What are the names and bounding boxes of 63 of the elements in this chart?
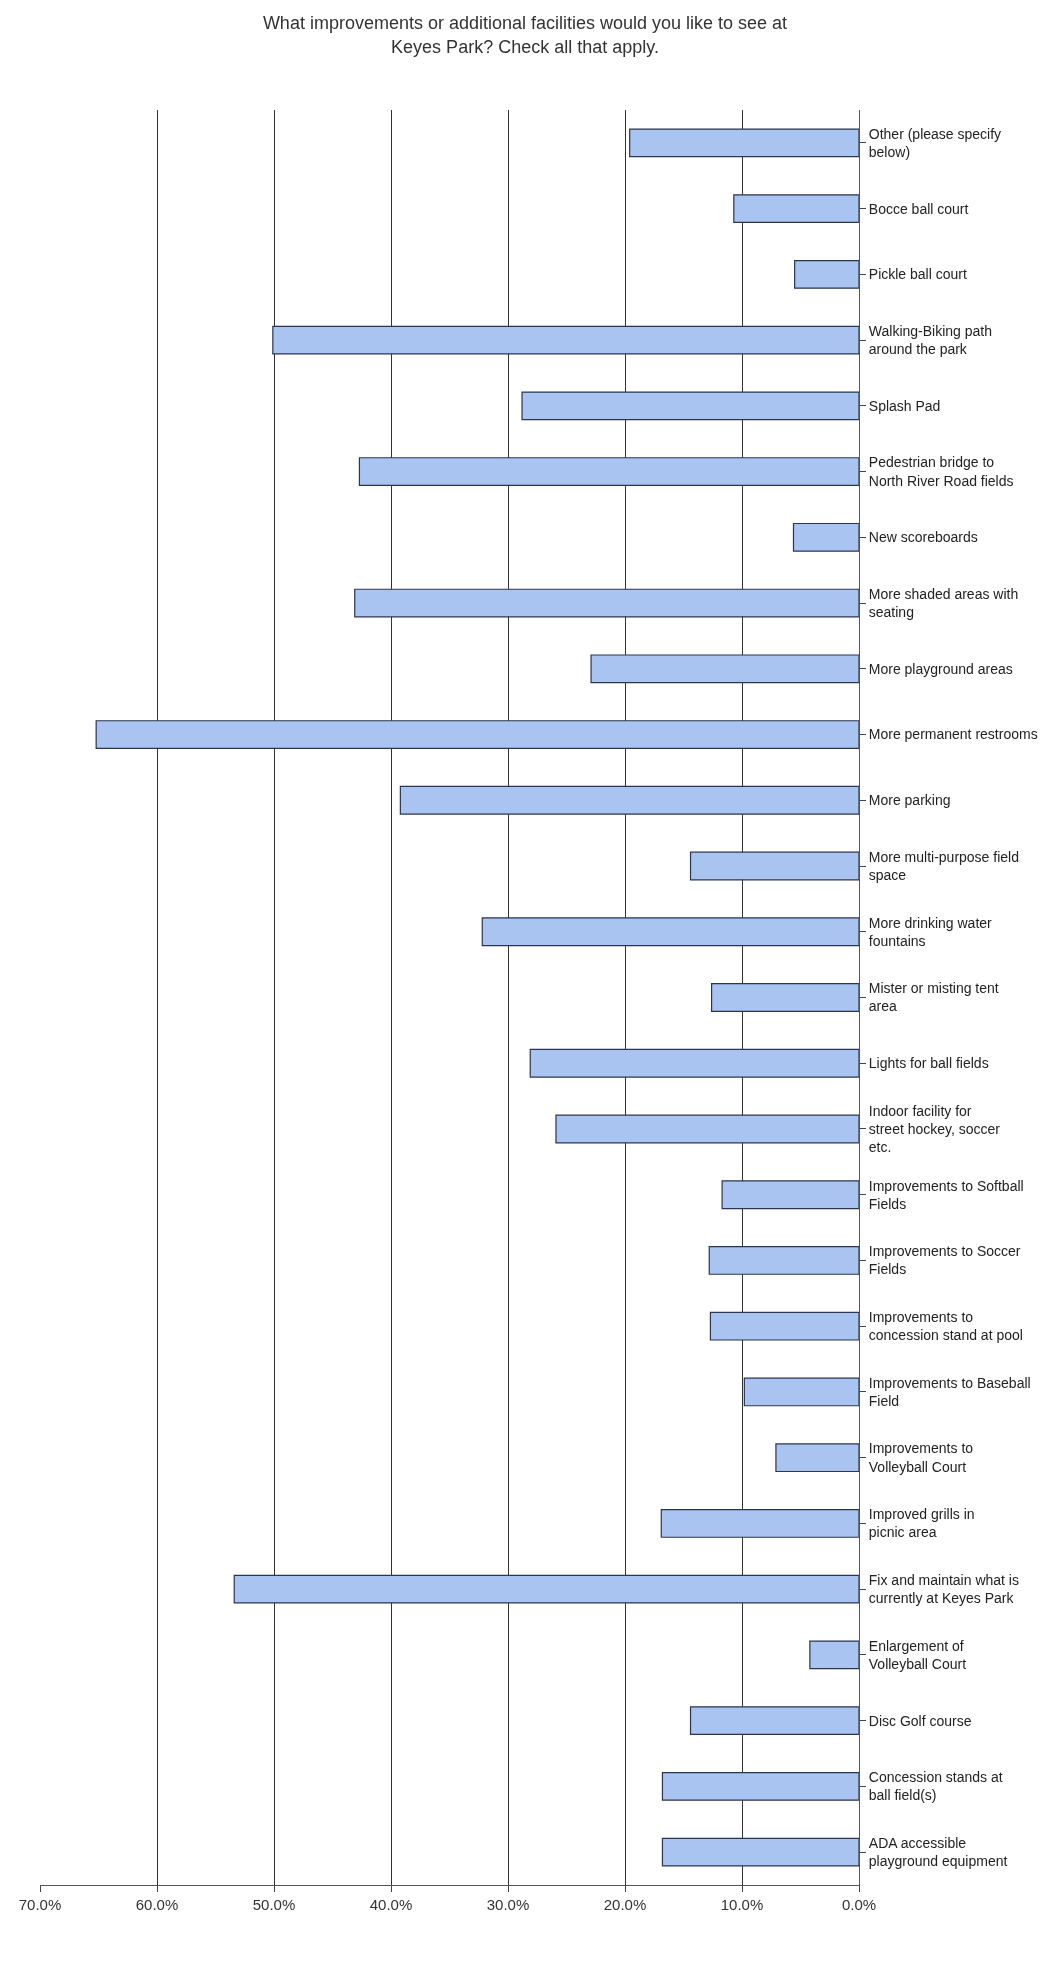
bar [710, 983, 859, 1012]
y-tick-label: Improvements to Soccer Fields [868, 1243, 1021, 1278]
bar [661, 1837, 859, 1867]
bar [660, 1509, 859, 1538]
x-tick-label: 10.0% [720, 1896, 764, 1913]
bar [95, 720, 859, 749]
y-tick-label: Indoor facility for street hockey, soccer etc. [868, 1102, 1001, 1156]
bar [399, 785, 859, 815]
bar [481, 917, 859, 947]
y-tick-label: Pedestrian bridge to North River Road fields [868, 454, 1014, 489]
x-tick-label: 30.0% [486, 1896, 530, 1913]
y-tick-label: More playground areas [868, 660, 1013, 677]
bar [272, 325, 859, 355]
y-tick-label: More permanent restrooms [868, 726, 1038, 743]
bar [733, 194, 859, 224]
bar [794, 259, 859, 289]
bar [708, 1246, 859, 1275]
chart-title: What improvements or additional facilities would you like to see at Keyes Park? Check all that apply. [262, 13, 788, 57]
bar [521, 391, 859, 421]
bar [555, 1114, 859, 1144]
x-tick-label: 60.0% [135, 1896, 179, 1913]
bar [743, 1377, 859, 1407]
x-tick-label: 0.0% [841, 1896, 877, 1913]
x-tick-label: 20.0% [603, 1896, 647, 1913]
bar [775, 1443, 859, 1473]
x-tick-label: 40.0% [369, 1896, 413, 1913]
y-tick-label: Improvements to Softball Fields [868, 1177, 1024, 1212]
y-tick-label: Improved grills in picnic area [868, 1506, 975, 1541]
bar [358, 457, 859, 486]
bar [590, 654, 859, 684]
y-tick-label: Concession stands at ball field(s) [868, 1769, 1003, 1804]
y-tick-label: Mister or misting tent area [868, 980, 999, 1015]
y-tick-label: New scoreboards [868, 529, 978, 546]
bar [689, 851, 859, 881]
y-tick-label: Bocce ball court [868, 200, 969, 217]
bar [709, 1311, 859, 1341]
y-tick-label: Improvements to Volleyball Court [868, 1440, 974, 1475]
y-tick-label: Pickle ball court [868, 266, 967, 283]
y-tick-label: Splash Pad [868, 397, 941, 414]
y-tick-label: Improvements to Baseball Field [868, 1374, 1031, 1409]
bar [629, 128, 859, 158]
bar [689, 1706, 859, 1736]
y-tick-label: Fix and maintain what is currently at Keyes Park [868, 1571, 1019, 1607]
y-tick-label: Walking-Biking path around the park [868, 322, 993, 358]
x-tick-label: 50.0% [252, 1896, 296, 1913]
y-tick-label: Enlargement of Volleyball Court [868, 1637, 967, 1672]
bar [809, 1640, 859, 1670]
y-tick-label: Improvements to concession stand at pool [868, 1309, 1023, 1344]
x-tick-label: 70.0% [18, 1896, 62, 1913]
bar [792, 522, 859, 552]
y-tick-label: Other (please specify below) [868, 125, 1002, 160]
y-tick-label: More drinking water fountains [868, 914, 993, 949]
y-tick-label: Disc Golf course [868, 1712, 972, 1729]
bar [661, 1771, 859, 1801]
y-tick-label: More multi-purpose field space [868, 848, 1019, 884]
y-tick-label: More parking [868, 792, 951, 809]
y-tick-label: ADA accessible playground equipment [868, 1834, 1008, 1870]
bar [721, 1180, 859, 1210]
bar [529, 1048, 859, 1078]
bar [354, 588, 859, 618]
y-tick-label: More shaded areas with seating [868, 585, 1019, 621]
bar [233, 1574, 859, 1604]
y-tick-label: Lights for ball fields [868, 1055, 989, 1072]
